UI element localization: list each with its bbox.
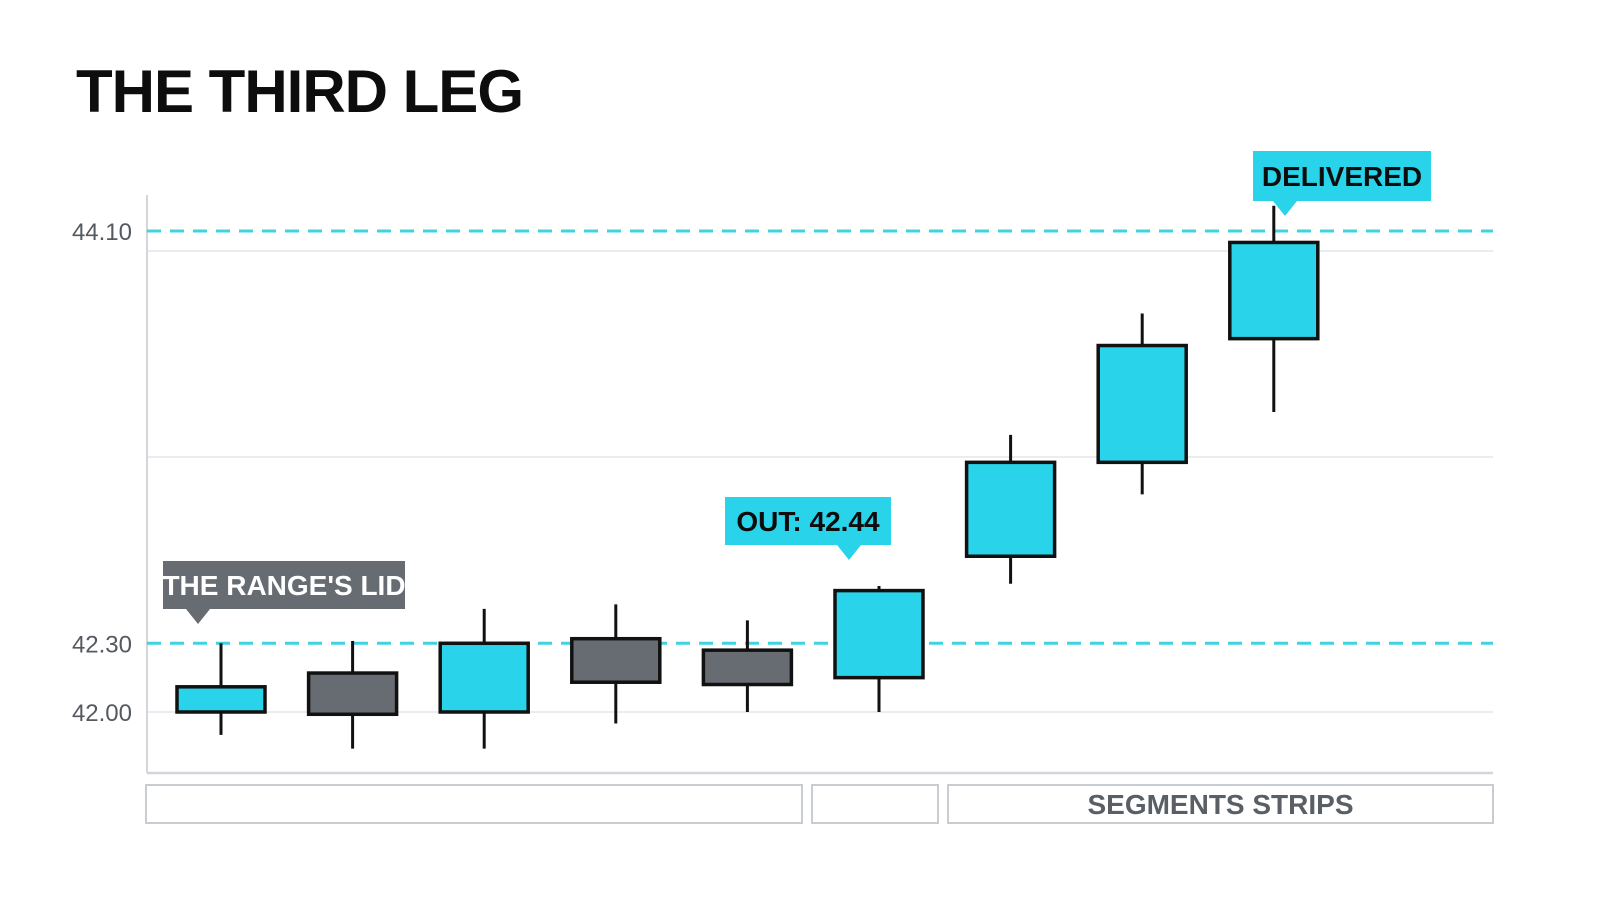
candle-body: [438, 641, 530, 714]
segment-strip: [145, 784, 803, 824]
callout-label: THE RANGE'S LID: [162, 570, 405, 601]
callouts: THE RANGE'S LID OUT: 42.44 DELIVERED: [162, 151, 1431, 624]
callout-pointer: [186, 609, 210, 624]
callout-range-lid: THE RANGE'S LID: [162, 561, 406, 624]
candle-body: [833, 588, 925, 680]
segment-strip: SEGMENTS STRIPS: [947, 784, 1494, 824]
candle: [438, 608, 530, 749]
candles: [175, 205, 1320, 749]
candle-body: [306, 671, 399, 717]
axes: [146, 195, 1493, 775]
candle: [306, 640, 399, 749]
callout-label: OUT: 42.44: [736, 506, 880, 537]
callout-box: [1253, 151, 1431, 201]
callout-box: [725, 497, 891, 545]
y-axis-ticks: 42.00 42.30 44.10: [72, 219, 132, 727]
candle-body: [701, 648, 794, 687]
y-tick-label: 42.30: [72, 631, 132, 658]
candle-body: [964, 460, 1057, 558]
candle: [701, 620, 794, 712]
callout-out: OUT: 42.44: [725, 497, 891, 560]
segment-strip-box: [947, 784, 1494, 824]
candle: [964, 434, 1057, 584]
candle-body: [570, 636, 662, 684]
candle-body: [1096, 343, 1188, 465]
segment-strip-box: [811, 784, 939, 824]
candle: [1096, 313, 1188, 495]
page-title: THE THIRD LEG: [76, 58, 524, 125]
candle: [175, 643, 267, 735]
callout-box: [163, 561, 405, 609]
candle: [1228, 205, 1320, 412]
candle-body: [1228, 240, 1320, 341]
callout-label: DELIVERED: [1262, 161, 1422, 192]
candle: [570, 604, 662, 724]
segment-strips: SEGMENTS STRIPS: [145, 784, 1494, 824]
callout-pointer: [837, 545, 861, 560]
candle: [833, 586, 925, 712]
y-tick-label: 42.00: [72, 700, 132, 727]
segment-strip: [811, 784, 939, 824]
segment-strip-label: SEGMENTS STRIPS: [1087, 789, 1353, 820]
y-tick-label: 44.10: [72, 219, 132, 246]
segment-strip-box: [145, 784, 803, 824]
level-lines: [147, 229, 1493, 645]
callout-delivered: DELIVERED: [1253, 151, 1431, 216]
callout-pointer: [1273, 201, 1297, 216]
candle-body: [175, 685, 267, 714]
